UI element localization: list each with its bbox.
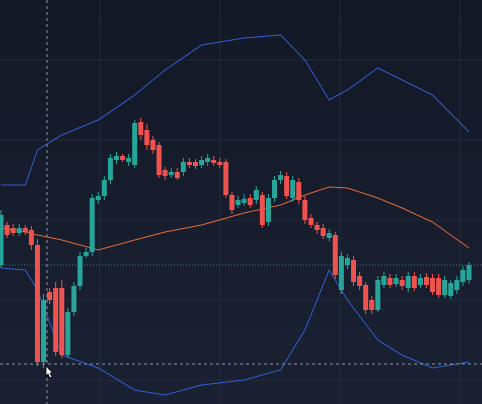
candle-body [71,286,77,312]
candle-body [259,195,265,225]
candle-body [4,225,10,235]
candle-body [332,235,338,275]
candle-body [0,215,4,265]
candle-body [144,130,150,145]
candle-body [28,230,34,245]
candle-body [375,280,381,310]
candle-body [308,218,314,225]
candle-body [357,276,363,286]
candle-body [16,228,22,233]
candle-body [442,280,448,295]
candle-body [180,162,186,172]
candle-body [417,278,423,285]
candle-body [77,256,83,286]
candle-body [217,162,223,165]
candle-body [460,270,466,282]
candle-body [265,198,271,222]
candle-body [344,258,350,265]
candle-body [363,285,369,310]
candle-body [272,180,278,198]
candle-body [326,233,332,238]
candle-body [65,312,71,355]
candle-body [296,182,302,200]
candle-body [235,200,241,205]
candle-body [448,283,454,296]
candle-body [399,280,405,286]
candle-body [351,260,357,282]
candle-body [278,175,284,180]
candle-body [290,180,296,198]
candle-body [466,265,472,280]
candle-body [199,160,205,165]
candle-body [338,256,344,290]
cursor [45,365,54,379]
candle-body [430,278,436,292]
candle-body [223,162,229,195]
candle-body [247,198,253,205]
candle-body [22,228,28,232]
candle-body [241,199,247,203]
candle-body [120,156,126,160]
candle-body [393,278,399,284]
candle-body [387,278,393,285]
candle-body [10,228,16,233]
candle-body [34,245,40,362]
candle-body [320,228,326,236]
candle-body [47,292,53,300]
candle-body [186,162,192,165]
candle-body [454,280,460,290]
candle-body [211,160,217,163]
candle-body [423,277,429,285]
candle-body [284,176,290,196]
candle-body [138,122,144,135]
candle-body [101,180,107,196]
candle-body [381,276,387,285]
candle-body [205,158,211,162]
candle-body [59,288,65,355]
candle-body [411,276,417,288]
candle-body [41,300,47,362]
candle-body [132,123,138,165]
candle-body [174,172,180,178]
candle-body [107,158,113,180]
candle-body [229,195,235,210]
candle-body [89,198,95,252]
candle-body [53,288,59,352]
candle-body [83,252,89,256]
candle-body [95,196,101,200]
plot [0,34,482,396]
band-line [0,186,470,251]
candle-body [369,300,375,310]
band-line [1,34,470,186]
candle-body [113,156,119,160]
candle-body [302,200,308,220]
candle-body [405,276,411,288]
candle-body [168,172,174,175]
candle-body [253,190,259,200]
candle-body [162,170,168,176]
candle-body [156,145,162,175]
candle-body [192,162,198,166]
candle-body [150,140,156,150]
candle-body [126,158,132,162]
candle-body [436,278,442,295]
candle-body [314,225,320,230]
